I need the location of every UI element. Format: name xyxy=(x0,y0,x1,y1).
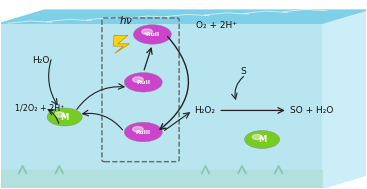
Text: M: M xyxy=(258,135,266,144)
Bar xyxy=(1,170,323,188)
Circle shape xyxy=(142,29,152,34)
Circle shape xyxy=(134,25,171,44)
Text: H₂O: H₂O xyxy=(32,56,49,65)
Text: M: M xyxy=(61,112,69,122)
Text: S: S xyxy=(240,67,246,76)
Text: *RuII: *RuII xyxy=(144,32,160,37)
Text: $h\nu$: $h\nu$ xyxy=(119,14,133,26)
Polygon shape xyxy=(1,10,366,23)
Circle shape xyxy=(55,112,65,117)
Text: RuII: RuII xyxy=(136,80,150,85)
Circle shape xyxy=(47,108,82,126)
Circle shape xyxy=(124,73,162,92)
Text: H₂O₂: H₂O₂ xyxy=(195,106,215,115)
Text: RuIII: RuIII xyxy=(136,129,151,135)
Text: O₂ + 2H⁺: O₂ + 2H⁺ xyxy=(196,21,237,30)
Circle shape xyxy=(124,122,162,142)
Circle shape xyxy=(244,131,280,149)
Circle shape xyxy=(132,77,143,82)
Circle shape xyxy=(132,127,143,132)
Polygon shape xyxy=(323,10,366,188)
Text: SO + H₂O: SO + H₂O xyxy=(290,106,333,115)
Circle shape xyxy=(252,135,262,139)
Bar xyxy=(1,23,323,188)
Text: 1/2O₂ + 2H⁺: 1/2O₂ + 2H⁺ xyxy=(15,103,65,112)
Polygon shape xyxy=(113,35,130,53)
